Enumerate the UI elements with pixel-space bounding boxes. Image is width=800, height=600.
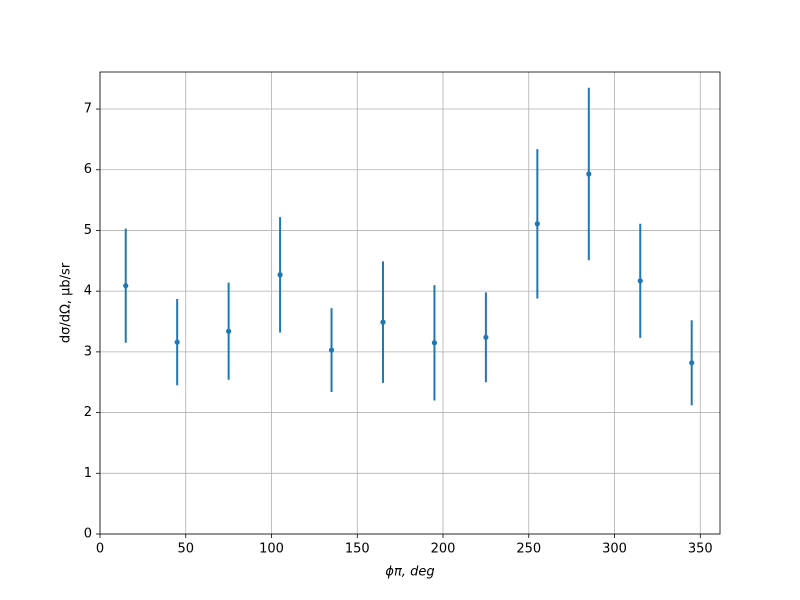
plot-frame [99, 71, 721, 535]
data-point [380, 319, 386, 325]
x-tick-label: 100 [259, 542, 284, 557]
y-tick-label: 7 [84, 102, 92, 117]
y-tick-label: 1 [84, 466, 92, 481]
data-point [226, 328, 232, 334]
x-tick-label: 350 [688, 542, 713, 557]
data-point [174, 339, 180, 345]
data-point [123, 283, 129, 289]
y-tick-label: 4 [84, 284, 92, 299]
data-point [431, 340, 438, 346]
x-axis-label: ϕπ, deg [385, 565, 434, 580]
y-axis-label: dσ/dΩ, μb/sr [59, 262, 74, 343]
data-point [277, 272, 283, 278]
x-tick-label: 300 [602, 542, 627, 557]
y-tick-label: 0 [84, 527, 92, 542]
data-point [483, 334, 489, 340]
data-point [637, 278, 643, 284]
x-tick-label: 0 [96, 542, 104, 557]
x-tick-label: 50 [177, 542, 194, 557]
x-tick-label: 200 [431, 542, 456, 557]
y-tick-label: 6 [84, 162, 92, 177]
x-tick-label: 250 [516, 542, 541, 557]
data-point [689, 360, 695, 366]
data-point [586, 171, 592, 177]
y-tick-label: 5 [84, 223, 92, 238]
y-tick-label: 2 [84, 405, 92, 420]
data-point [328, 347, 335, 353]
y-tick-label: 3 [84, 344, 92, 359]
data-point [534, 221, 540, 227]
x-tick-label: 150 [345, 542, 370, 557]
